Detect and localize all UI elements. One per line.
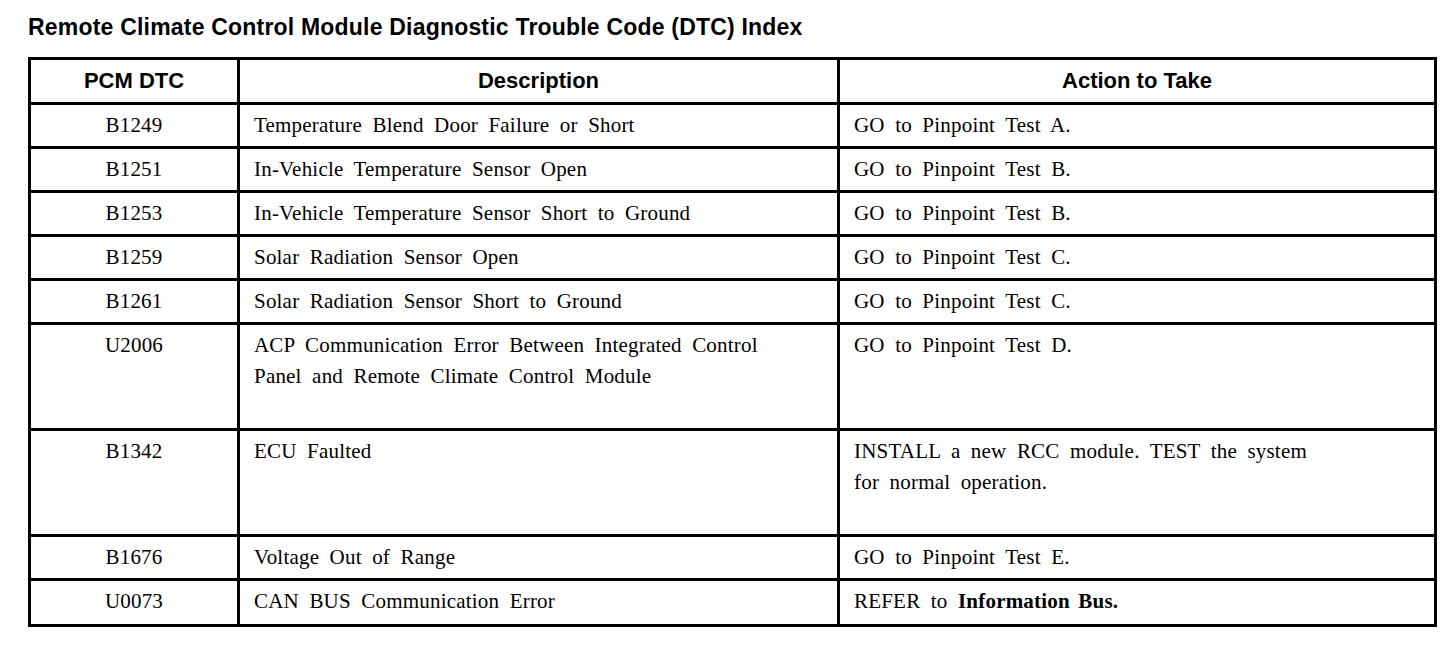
description-text: Temperature Blend Door Failure or Short (254, 110, 779, 141)
table-row: B1259 Solar Radiation Sensor Open GO to … (30, 236, 1436, 280)
table-row: U2006 ACP Communication Error Between In… (30, 324, 1436, 430)
action-text: GO to Pinpoint Test E. (854, 545, 1070, 569)
cell-description: Voltage Out of Range (239, 536, 839, 580)
description-text: Voltage Out of Range (254, 542, 779, 573)
action-text: GO to Pinpoint Test B. (854, 157, 1071, 181)
page-title: Remote Climate Control Module Diagnostic… (28, 13, 1434, 41)
cell-description: Solar Radiation Sensor Short to Ground (239, 280, 839, 324)
cell-action: GO to Pinpoint Test A. (839, 104, 1436, 148)
header-cell-pcm-dtc: PCM DTC (30, 59, 239, 104)
table-header-row: PCM DTC Description Action to Take (30, 59, 1436, 104)
cell-description: In-Vehicle Temperature Sensor Short to G… (239, 192, 839, 236)
cell-dtc-code: B1261 (30, 280, 239, 324)
description-text: Solar Radiation Sensor Short to Ground (254, 286, 779, 317)
header-cell-action-to-take: Action to Take (839, 59, 1436, 104)
cell-action: INSTALL a new RCC module. TEST the syste… (839, 430, 1436, 536)
description-text: In-Vehicle Temperature Sensor Open (254, 154, 779, 185)
table-row: B1261 Solar Radiation Sensor Short to Gr… (30, 280, 1436, 324)
dtc-index-table: PCM DTC Description Action to Take B1249… (28, 57, 1437, 627)
description-text: ACP Communication Error Between Integrat… (254, 330, 779, 392)
cell-dtc-code: B1253 (30, 192, 239, 236)
cell-dtc-code: B1251 (30, 148, 239, 192)
table-row: B1342 ECU Faulted INSTALL a new RCC modu… (30, 430, 1436, 536)
action-text: GO to Pinpoint Test D. (854, 333, 1072, 357)
action-text: GO to Pinpoint Test C. (854, 245, 1071, 269)
cell-action: GO to Pinpoint Test C. (839, 280, 1436, 324)
action-bold-text: Information Bus. (958, 589, 1118, 613)
cell-dtc-code: B1259 (30, 236, 239, 280)
description-text: Solar Radiation Sensor Open (254, 242, 779, 273)
cell-action: GO to Pinpoint Test B. (839, 148, 1436, 192)
action-text: INSTALL a new RCC module. TEST the syste… (854, 439, 1307, 494)
header-cell-description: Description (239, 59, 839, 104)
action-text: REFER to (854, 589, 958, 613)
cell-description: Temperature Blend Door Failure or Short (239, 104, 839, 148)
cell-description: CAN BUS Communication Error (239, 580, 839, 626)
cell-dtc-code: B1249 (30, 104, 239, 148)
table-row: B1676 Voltage Out of Range GO to Pinpoin… (30, 536, 1436, 580)
action-text: GO to Pinpoint Test B. (854, 201, 1071, 225)
table-row: B1253 In-Vehicle Temperature Sensor Shor… (30, 192, 1436, 236)
action-text: GO to Pinpoint Test A. (854, 113, 1071, 137)
cell-action: GO to Pinpoint Test D. (839, 324, 1436, 430)
cell-dtc-code: B1342 (30, 430, 239, 536)
cell-description: ACP Communication Error Between Integrat… (239, 324, 839, 430)
description-text: CAN BUS Communication Error (254, 586, 779, 617)
action-text: GO to Pinpoint Test C. (854, 289, 1071, 313)
cell-description: In-Vehicle Temperature Sensor Open (239, 148, 839, 192)
table-row: B1249 Temperature Blend Door Failure or … (30, 104, 1436, 148)
document-page: Remote Climate Control Module Diagnostic… (0, 0, 1456, 627)
cell-action: REFER to Information Bus. (839, 580, 1436, 626)
cell-dtc-code: B1676 (30, 536, 239, 580)
cell-dtc-code: U2006 (30, 324, 239, 430)
description-text: ECU Faulted (254, 436, 779, 467)
table-row: B1251 In-Vehicle Temperature Sensor Open… (30, 148, 1436, 192)
cell-description: ECU Faulted (239, 430, 839, 536)
cell-action: GO to Pinpoint Test E. (839, 536, 1436, 580)
description-text: In-Vehicle Temperature Sensor Short to G… (254, 198, 779, 229)
cell-dtc-code: U0073 (30, 580, 239, 626)
cell-description: Solar Radiation Sensor Open (239, 236, 839, 280)
table-row: U0073 CAN BUS Communication Error REFER … (30, 580, 1436, 626)
cell-action: GO to Pinpoint Test B. (839, 192, 1436, 236)
cell-action: GO to Pinpoint Test C. (839, 236, 1436, 280)
